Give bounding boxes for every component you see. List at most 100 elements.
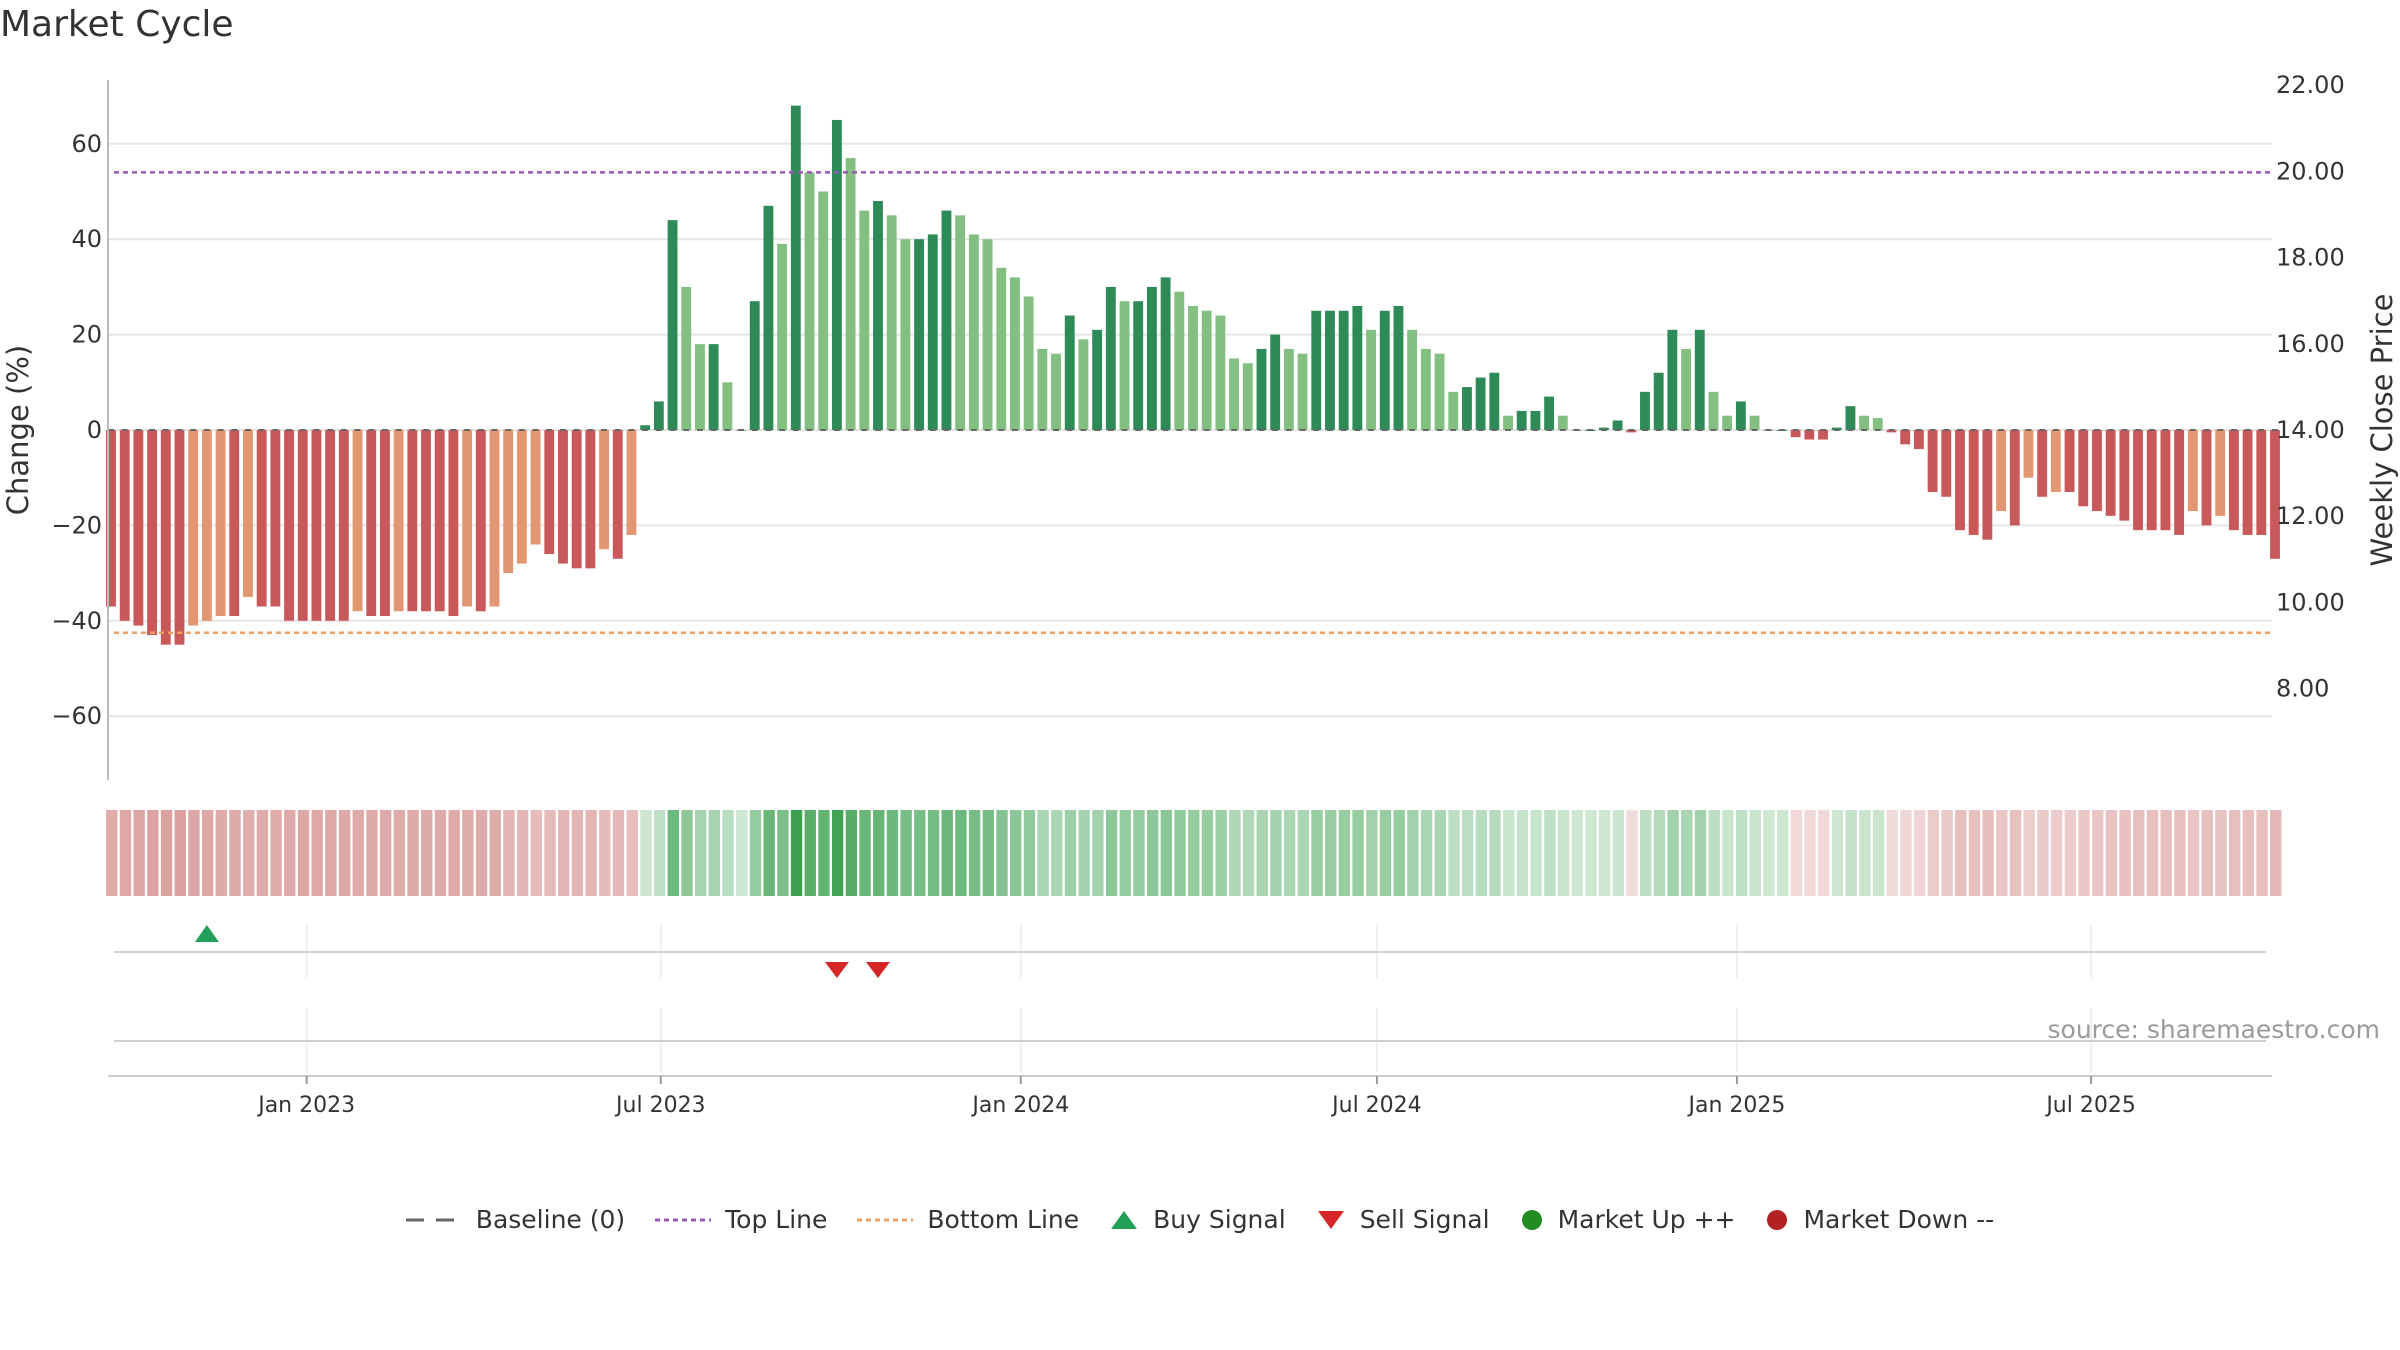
change-bar (927, 234, 938, 430)
heat-strip-cell (1023, 810, 1036, 896)
heat-strip-cell (996, 810, 1008, 896)
change-bar (845, 158, 856, 431)
change-bar (667, 220, 678, 430)
change-bar (2201, 430, 2212, 526)
heat-strip-cell (653, 810, 666, 896)
heat-strip-cell (763, 810, 775, 896)
heat-strip-cell (448, 810, 460, 896)
change-bar (653, 401, 664, 430)
change-bar (1694, 329, 1705, 430)
heat-strip-cell (1913, 810, 1926, 896)
heat-strip-cell (338, 810, 351, 896)
bars-layer (106, 105, 2280, 645)
heat-strip-cell (1790, 810, 1803, 896)
heat-strip-cell (1598, 810, 1611, 896)
legend-item-sell-signal: Sell Signal (1316, 1205, 1490, 1234)
change-bar (489, 430, 500, 607)
x-tick-label: Jul 2025 (2044, 1093, 2136, 1118)
change-bar (434, 430, 445, 612)
heat-strip-cell (1530, 810, 1542, 896)
change-bar (968, 234, 979, 430)
x-tick-label: Jul 2023 (614, 1093, 706, 1118)
sell-triangle-icon (1317, 1210, 1344, 1229)
change-bar (1653, 372, 1664, 430)
legend-label-market-down: Market Down -- (1803, 1205, 1995, 1234)
change-bar (516, 430, 527, 564)
change-bar (147, 430, 158, 636)
change-bar (1640, 391, 1650, 430)
change-bar (462, 430, 473, 607)
heat-strip-cell (1270, 810, 1282, 896)
change-bar (1270, 334, 1281, 430)
heat-strip-cell (886, 810, 899, 896)
legend-item-bottom-line: Bottom Line (857, 1205, 1079, 1234)
heat-strip-cell (2092, 810, 2104, 896)
change-bar (1790, 430, 1801, 438)
change-bar (366, 430, 377, 617)
heat-strip-cell (845, 810, 858, 896)
heat-strip-cell (1078, 810, 1090, 896)
heat-strip-cell (1146, 810, 1159, 896)
heat-strip-cell (160, 810, 173, 896)
heat-strip-cell (270, 810, 282, 896)
heat-strip-cell (2228, 810, 2241, 896)
change-bar (1804, 430, 1815, 440)
heat-strip-cell (475, 810, 488, 896)
change-bar (2133, 430, 2143, 531)
change-bar (448, 430, 459, 617)
change-bar (900, 239, 911, 430)
heat-strip-cell (516, 810, 529, 896)
heat-strip-cell (1872, 810, 1885, 896)
y-tick-label: 60 (71, 130, 102, 158)
change-bar (695, 344, 705, 430)
change-bar (2105, 430, 2116, 516)
y2-tick-label: 14.00 (2276, 416, 2345, 444)
heat-strip-cell (818, 810, 830, 896)
change-bar (421, 430, 431, 612)
heat-strip-cell (1845, 810, 1857, 896)
heat-strip-cell (2119, 810, 2131, 896)
legend-item-market-down: Market Down -- (1765, 1205, 1994, 1234)
change-bar (1612, 420, 1623, 430)
heat-strip-cell (1119, 810, 1131, 896)
change-bar (201, 430, 212, 621)
buy-signal-marker (194, 925, 219, 942)
legend-label-sell-signal: Sell Signal (1359, 1205, 1490, 1234)
change-bar (640, 425, 651, 430)
heat-strip-cell (585, 810, 597, 896)
heat-strip-cell (201, 810, 214, 896)
change-bar (1913, 430, 1924, 450)
heat-strip-cell (2078, 810, 2090, 896)
heat-strip-cell (1585, 810, 1597, 896)
change-bar (2023, 430, 2034, 478)
heat-strip-cell (1352, 810, 1364, 896)
axes-layer: 60 40 20 0 −20 −40 −60 22.00 20.00 18.00 16.00 14.0… (1, 71, 2399, 780)
change-bar (2215, 430, 2226, 516)
heat-strip-cell (421, 810, 433, 896)
y2-tick-label: 16.00 (2276, 330, 2345, 358)
heat-strip-cell (1735, 810, 1748, 896)
heat-strip-cell (1366, 810, 1378, 896)
heat-strip-cell (2023, 810, 2035, 896)
heat-strip-cell (859, 810, 871, 896)
heat-strip-cell (1201, 810, 1214, 896)
heat-strip-cell (749, 810, 762, 896)
change-bar (2037, 430, 2048, 497)
change-bar (243, 430, 253, 597)
y2-axis-title: Weekly Close Price (2365, 294, 2399, 567)
heat-strip-cell (1242, 810, 1255, 896)
change-bar (1818, 430, 1828, 440)
heat-strip-cell (927, 810, 940, 896)
heat-strip-cell (174, 810, 186, 896)
heat-strip-cell (1831, 810, 1844, 896)
heat-strip-cell (1379, 810, 1392, 896)
heat-strip-cell (626, 810, 638, 896)
change-bar (996, 267, 1007, 430)
change-bar (1955, 430, 1965, 531)
change-bar (1530, 410, 1541, 430)
change-bar (215, 430, 226, 617)
heat-strip-cell (2146, 810, 2159, 896)
change-bar (1229, 358, 1240, 430)
change-bar (1544, 396, 1555, 430)
